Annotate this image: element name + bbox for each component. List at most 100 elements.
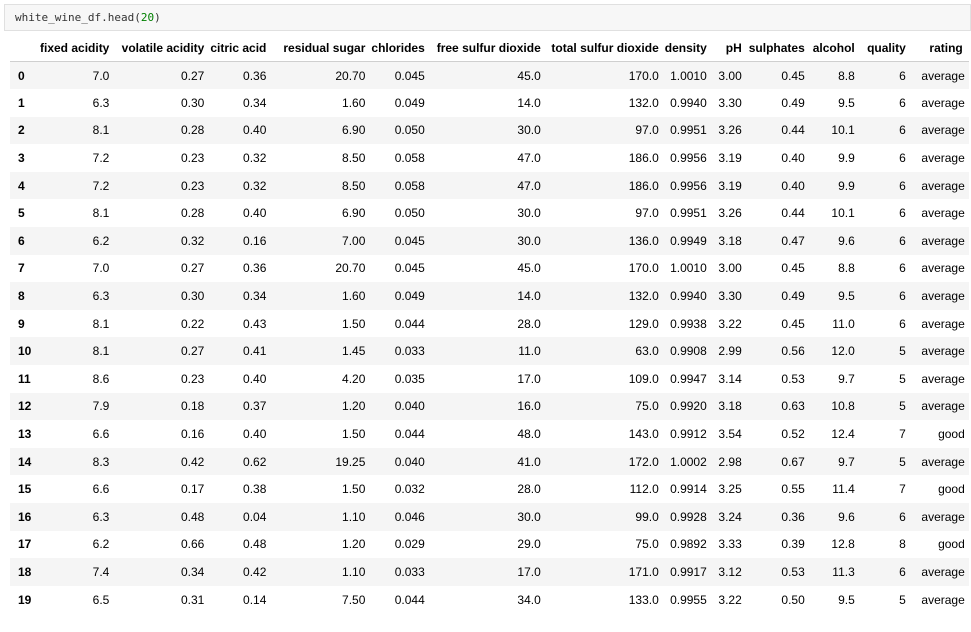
- table-cell: 0.16: [243, 233, 267, 248]
- table-cell: 0.9917: [670, 564, 707, 579]
- table-row: 4 7.2 0.23 0.32 8.50 0.058 47.0 186.0 0.9956 3.19…: [10, 171, 969, 200]
- table-cell: 3.00: [718, 68, 742, 83]
- table-cell: 0.9947: [670, 371, 707, 386]
- table-cell: average: [921, 344, 965, 359]
- table-cell: 12.4: [831, 427, 855, 442]
- code-cell[interactable]: white_wine_df.head(20): [4, 4, 971, 31]
- table-cell: 0.23: [181, 151, 205, 166]
- table-cell: 6.2: [92, 537, 110, 552]
- table-cell: 97.0: [635, 123, 659, 138]
- table-cell: average: [921, 289, 965, 304]
- table-cell: 0.17: [181, 482, 205, 497]
- table-cell: 0.63: [781, 399, 805, 414]
- table-cell: 0.36: [243, 261, 267, 276]
- table-cell: 7.0: [92, 68, 110, 83]
- table-cell: average: [921, 454, 965, 469]
- column-header: pH: [712, 35, 748, 62]
- table-cell: 1.0002: [670, 454, 707, 469]
- table-cell: 9.5: [838, 95, 855, 110]
- table-cell: 45.0: [517, 261, 541, 276]
- table-cell: good: [938, 482, 965, 497]
- table-cell: 6: [899, 68, 906, 83]
- table-row: 6 6.2 0.32 0.16 7.00 0.045 30.0 136.0 0.9949 3.18…: [10, 227, 969, 255]
- table-cell: 1.50: [342, 316, 366, 331]
- table-cell: 8.3: [92, 454, 110, 469]
- table-cell: 0.9940: [670, 95, 707, 110]
- table-cell: 0.04: [243, 509, 267, 524]
- table-cell: 9.5: [838, 289, 855, 304]
- table-cell: 14.0: [517, 289, 541, 304]
- table-cell: 6.3: [92, 509, 110, 524]
- table-cell: 3.24: [718, 509, 742, 524]
- table-cell: 0.48: [243, 537, 267, 552]
- code-text[interactable]: white_wine_df.head(20): [15, 11, 161, 24]
- table-cell: 0.39: [781, 537, 805, 552]
- table-cell: 6: [899, 178, 906, 193]
- table-cell: 0.14: [243, 592, 267, 607]
- table-cell: 6.2: [92, 233, 110, 248]
- table-cell: 0.9938: [670, 316, 707, 331]
- table-cell: 7.2: [92, 178, 110, 193]
- table-cell: 1.0010: [670, 68, 707, 83]
- table-cell: 11.0: [518, 344, 541, 359]
- row-index: 6: [18, 233, 25, 248]
- table-cell: 172.0: [628, 454, 659, 469]
- table-cell: 1.20: [342, 399, 366, 414]
- table-cell: 30.0: [517, 233, 541, 248]
- table-cell: 7: [899, 427, 906, 442]
- table-cell: 0.9951: [670, 123, 707, 138]
- table-header: fixed acidity volatile acidity citric acid…: [10, 35, 969, 62]
- row-index: 8: [18, 289, 25, 304]
- row-index: 5: [18, 206, 25, 221]
- table-cell: 6: [899, 151, 906, 166]
- row-index: 18: [18, 564, 32, 579]
- row-index: 16: [18, 509, 32, 524]
- table-cell: 11.0: [832, 316, 855, 331]
- table-cell: 6: [899, 206, 906, 221]
- table-cell: 3.25: [718, 482, 742, 497]
- table-cell: 0.046: [394, 509, 425, 524]
- table-cell: 0.40: [781, 151, 805, 166]
- table-cell: 12.8: [831, 537, 855, 552]
- table-cell: 0.9956: [670, 151, 707, 166]
- table-cell: 8.1: [92, 344, 110, 359]
- table-cell: 0.049: [394, 289, 425, 304]
- table-cell: average: [921, 261, 965, 276]
- table-cell: 7.4: [92, 564, 110, 579]
- table-cell: 1.10: [342, 509, 366, 524]
- table-cell: 6.90: [342, 123, 366, 138]
- column-header: sulphates: [747, 35, 811, 62]
- table-cell: 9.7: [838, 454, 855, 469]
- table-cell: average: [921, 95, 965, 110]
- table-cell: 3.19: [718, 178, 742, 193]
- row-index: 13: [18, 427, 32, 442]
- table-cell: 6.90: [342, 206, 366, 221]
- table-cell: 0.48: [181, 509, 205, 524]
- table-cell: 0.18: [181, 399, 205, 414]
- column-header: residual sugar: [272, 35, 372, 62]
- table-cell: 8.1: [92, 123, 110, 138]
- table-cell: 28.0: [517, 482, 541, 497]
- row-index: 12: [18, 399, 32, 414]
- table-cell: 6.5: [92, 592, 110, 607]
- row-index: 4: [18, 178, 25, 193]
- table-cell: 6: [899, 123, 906, 138]
- table-cell: 0.42: [243, 564, 267, 579]
- table-cell: 12.0: [831, 344, 855, 359]
- table-cell: 0.050: [394, 123, 425, 138]
- table-cell: 0.31: [181, 592, 205, 607]
- table-cell: 0.45: [781, 68, 805, 83]
- row-index: 15: [18, 482, 32, 497]
- table-cell: 5: [899, 344, 906, 359]
- table-cell: 0.27: [181, 261, 205, 276]
- table-cell: 0.34: [243, 289, 267, 304]
- table-cell: 0.040: [394, 454, 425, 469]
- table-cell: 8.1: [92, 206, 110, 221]
- table-cell: 30.0: [517, 206, 541, 221]
- table-cell: 0.050: [394, 206, 425, 221]
- table-cell: 75.0: [635, 537, 659, 552]
- table-cell: 186.0: [628, 178, 659, 193]
- table-row: 0 7.0 0.27 0.36 20.70 0.045 45.0 170.0 1.0010 3.0…: [10, 61, 969, 90]
- table-cell: 8.8: [838, 68, 855, 83]
- table-cell: 1.50: [342, 482, 366, 497]
